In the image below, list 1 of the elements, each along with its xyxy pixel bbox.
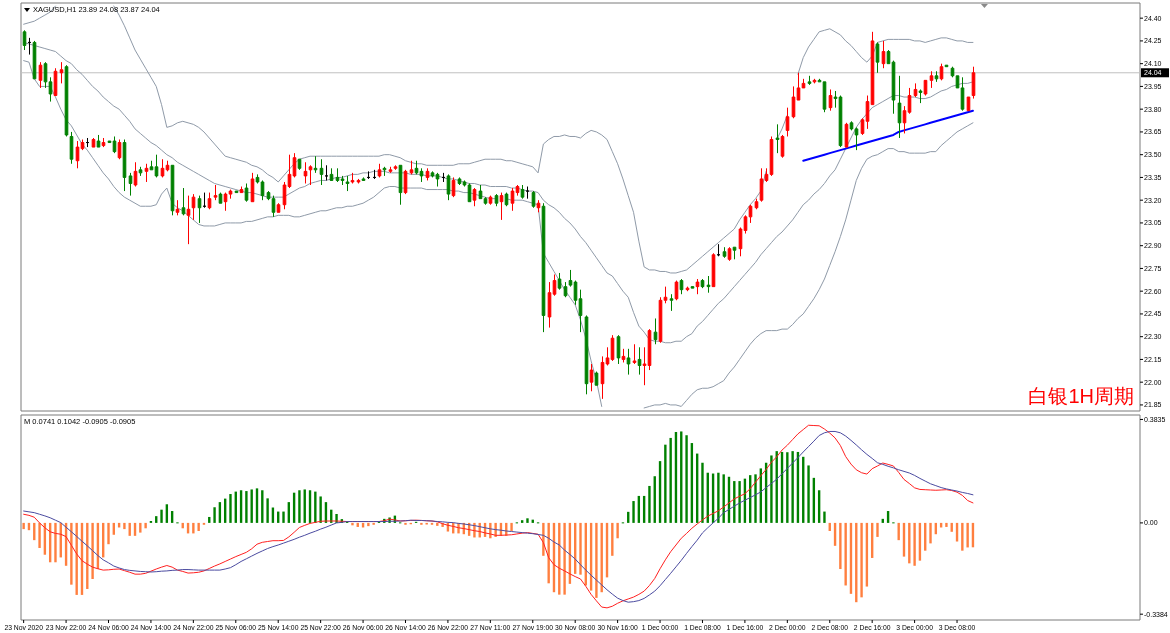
- text: 白银1H周期: [1028, 385, 1134, 407]
